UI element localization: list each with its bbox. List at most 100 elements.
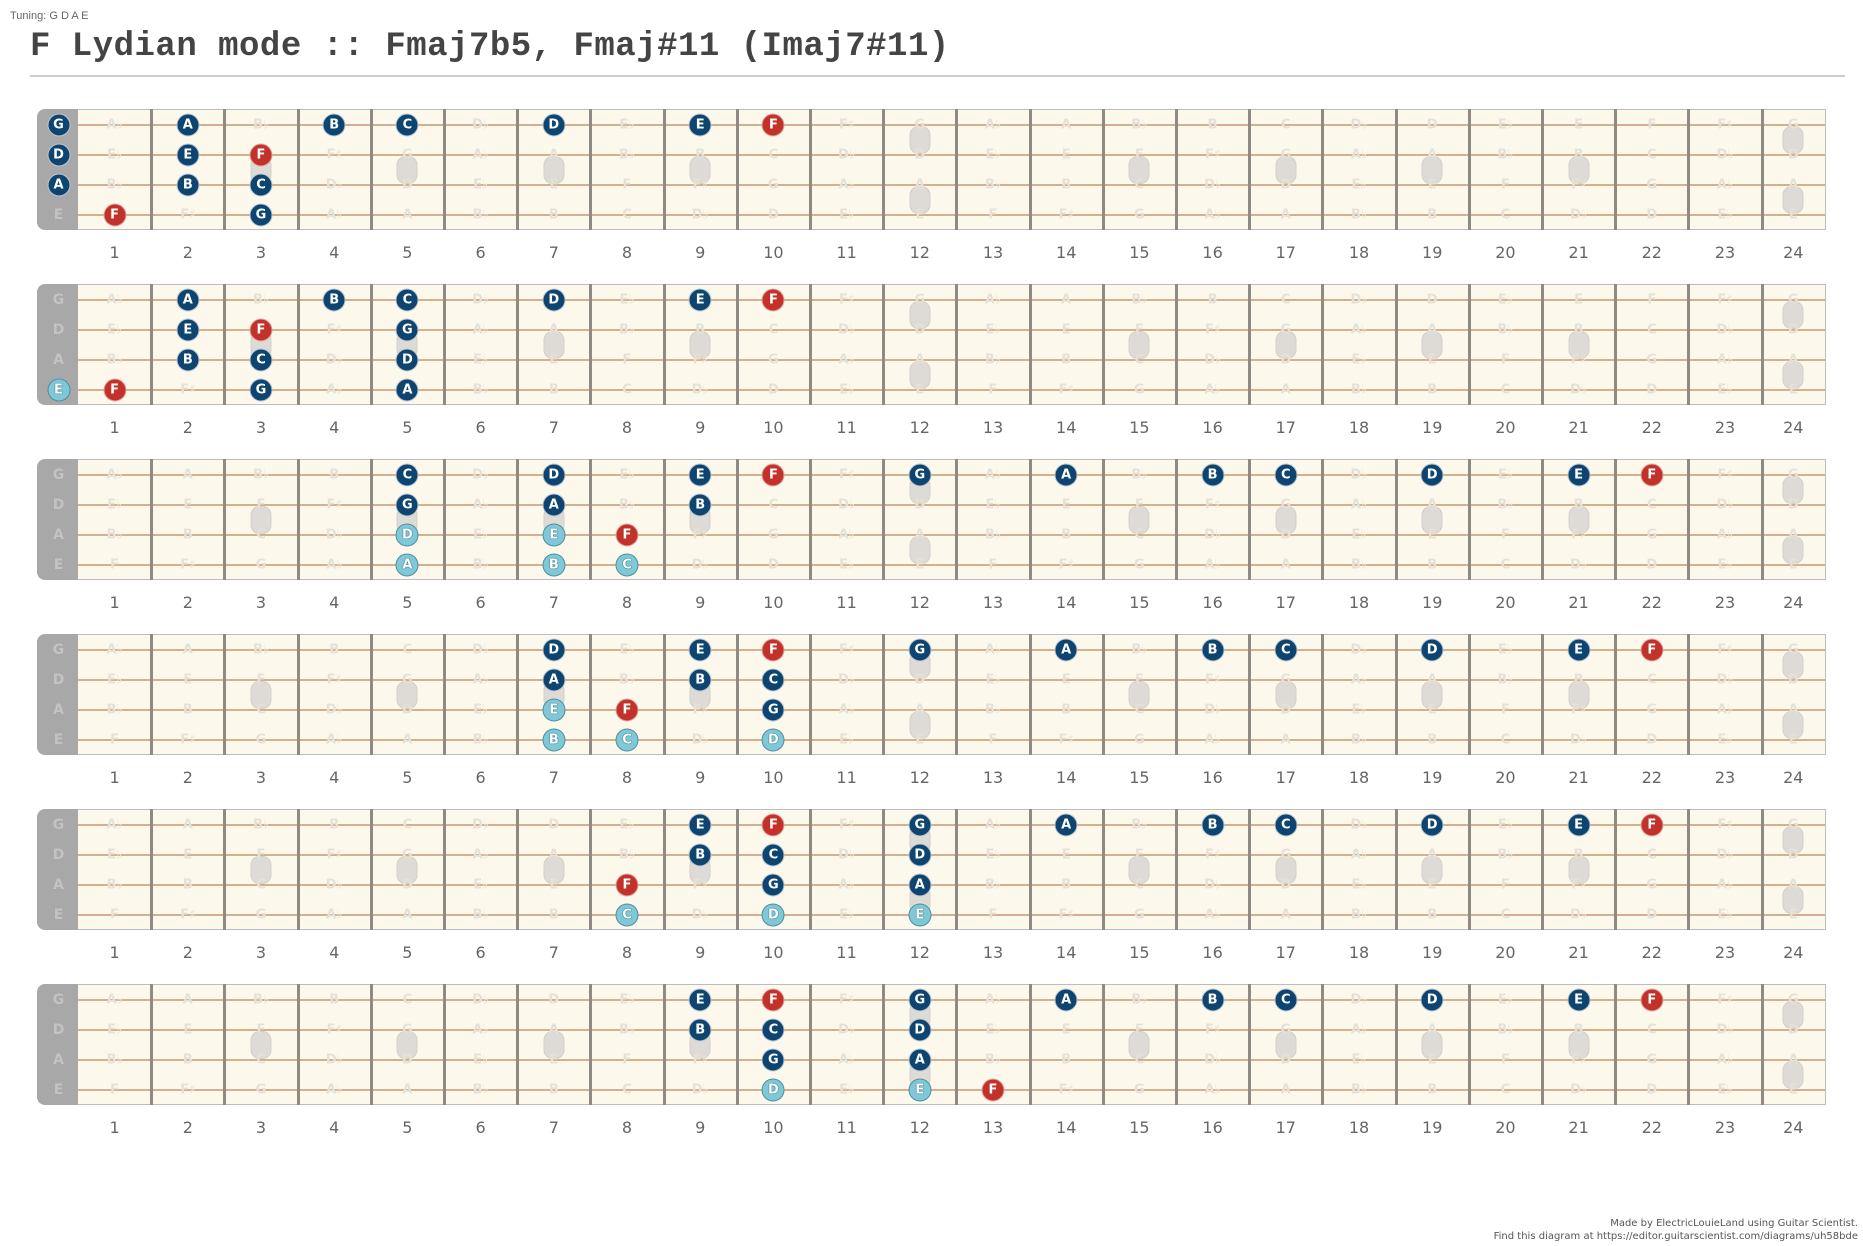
note-marker-b[interactable]: B (176, 348, 200, 372)
note-marker-g[interactable]: G (395, 318, 419, 342)
note-marker-g[interactable]: G (761, 873, 785, 897)
note-marker-e[interactable]: E (688, 813, 712, 837)
note-marker-b[interactable]: B (176, 173, 200, 197)
note-marker-a[interactable]: A (908, 1048, 932, 1072)
note-marker-c[interactable]: C (1274, 463, 1298, 487)
note-marker-b[interactable]: B (688, 668, 712, 692)
note-marker-d[interactable]: D (761, 1078, 785, 1102)
note-marker-f[interactable]: F (761, 813, 785, 837)
note-marker-f[interactable]: F (1640, 988, 1664, 1012)
note-marker-b[interactable]: B (1201, 813, 1225, 837)
note-marker-d[interactable]: D (908, 1018, 932, 1042)
note-marker-g[interactable]: G (908, 988, 932, 1012)
note-marker-a[interactable]: A (1054, 813, 1078, 837)
note-marker-b[interactable]: B (688, 493, 712, 517)
note-marker-e[interactable]: E (688, 463, 712, 487)
note-marker-c[interactable]: C (395, 463, 419, 487)
note-marker-d[interactable]: D (542, 463, 566, 487)
note-marker-e[interactable]: E (688, 988, 712, 1012)
note-marker-e[interactable]: E (542, 698, 566, 722)
note-marker-b[interactable]: B (542, 553, 566, 577)
note-marker-a[interactable]: A (1054, 988, 1078, 1012)
note-marker-b[interactable]: B (688, 843, 712, 867)
note-marker-c[interactable]: C (1274, 988, 1298, 1012)
note-marker-g[interactable]: G (395, 493, 419, 517)
note-marker-e[interactable]: E (688, 113, 712, 137)
note-marker-c[interactable]: C (1274, 638, 1298, 662)
note-marker-e[interactable]: E (542, 523, 566, 547)
note-marker-f[interactable]: F (103, 203, 127, 227)
note-marker-f[interactable]: F (1640, 813, 1664, 837)
note-marker-a[interactable]: A (176, 113, 200, 137)
note-marker-f[interactable]: F (249, 318, 273, 342)
note-marker-c[interactable]: C (1274, 813, 1298, 837)
note-marker-b[interactable]: B (1201, 463, 1225, 487)
note-marker-g[interactable]: G (47, 113, 70, 137)
note-marker-d[interactable]: D (908, 843, 932, 867)
note-marker-c[interactable]: C (395, 288, 419, 312)
note-marker-a[interactable]: A (47, 173, 70, 197)
note-marker-f[interactable]: F (761, 988, 785, 1012)
note-marker-a[interactable]: A (1054, 638, 1078, 662)
note-marker-c[interactable]: C (761, 668, 785, 692)
note-marker-b[interactable]: B (1201, 988, 1225, 1012)
note-marker-f[interactable]: F (1640, 638, 1664, 662)
note-marker-g[interactable]: G (908, 638, 932, 662)
note-marker-c[interactable]: C (615, 728, 639, 752)
note-marker-e[interactable]: E (908, 1078, 932, 1102)
note-marker-a[interactable]: A (542, 493, 566, 517)
note-marker-c[interactable]: C (761, 1018, 785, 1042)
note-marker-b[interactable]: B (1201, 638, 1225, 662)
note-marker-e[interactable]: E (1567, 638, 1591, 662)
note-marker-a[interactable]: A (176, 288, 200, 312)
note-marker-a[interactable]: A (1054, 463, 1078, 487)
note-marker-b[interactable]: B (322, 288, 346, 312)
note-marker-d[interactable]: D (1420, 813, 1444, 837)
note-marker-f[interactable]: F (761, 288, 785, 312)
note-marker-f[interactable]: F (761, 638, 785, 662)
note-marker-e[interactable]: E (176, 143, 200, 167)
note-marker-c[interactable]: C (395, 113, 419, 137)
note-marker-f[interactable]: F (249, 143, 273, 167)
note-marker-d[interactable]: D (1420, 463, 1444, 487)
note-marker-b[interactable]: B (322, 113, 346, 137)
note-marker-d[interactable]: D (395, 348, 419, 372)
note-marker-d[interactable]: D (761, 728, 785, 752)
note-marker-c[interactable]: C (249, 173, 273, 197)
note-marker-f[interactable]: F (981, 1078, 1005, 1102)
note-marker-b[interactable]: B (542, 728, 566, 752)
note-marker-d[interactable]: D (542, 638, 566, 662)
note-marker-c[interactable]: C (615, 553, 639, 577)
note-marker-f[interactable]: F (615, 873, 639, 897)
note-marker-d[interactable]: D (542, 113, 566, 137)
note-marker-f[interactable]: F (761, 113, 785, 137)
note-marker-e[interactable]: E (1567, 813, 1591, 837)
note-marker-c[interactable]: C (249, 348, 273, 372)
note-marker-e[interactable]: E (176, 318, 200, 342)
note-marker-g[interactable]: G (908, 463, 932, 487)
note-marker-d[interactable]: D (1420, 988, 1444, 1012)
note-marker-d[interactable]: D (395, 523, 419, 547)
note-marker-g[interactable]: G (249, 378, 273, 402)
note-marker-e[interactable]: E (688, 638, 712, 662)
footer-link[interactable]: Find this diagram at https://editor.guit… (1493, 1231, 1858, 1242)
note-marker-f[interactable]: F (103, 378, 127, 402)
note-marker-c[interactable]: C (761, 843, 785, 867)
note-marker-e[interactable]: E (1567, 463, 1591, 487)
note-marker-d[interactable]: D (542, 288, 566, 312)
note-marker-g[interactable]: G (249, 203, 273, 227)
note-marker-a[interactable]: A (542, 668, 566, 692)
note-marker-e[interactable]: E (47, 378, 70, 402)
note-marker-d[interactable]: D (47, 143, 70, 167)
note-marker-g[interactable]: G (908, 813, 932, 837)
note-marker-c[interactable]: C (615, 903, 639, 927)
note-marker-f[interactable]: F (761, 463, 785, 487)
note-marker-a[interactable]: A (908, 873, 932, 897)
note-marker-e[interactable]: E (908, 903, 932, 927)
note-marker-a[interactable]: A (395, 553, 419, 577)
note-marker-g[interactable]: G (761, 1048, 785, 1072)
note-marker-f[interactable]: F (615, 523, 639, 547)
note-marker-g[interactable]: G (761, 698, 785, 722)
note-marker-f[interactable]: F (615, 698, 639, 722)
note-marker-e[interactable]: E (688, 288, 712, 312)
